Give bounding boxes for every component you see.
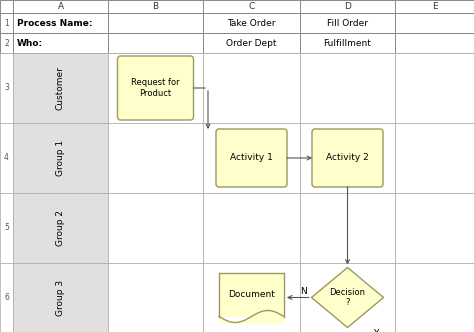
Bar: [203, 33, 300, 53]
Text: Fill Order: Fill Order: [327, 19, 368, 28]
Bar: [395, 33, 474, 53]
Text: Who:: Who:: [17, 39, 43, 47]
Bar: [0, 0, 13, 13]
Text: Document: Document: [228, 290, 275, 299]
Text: Decision
?: Decision ?: [329, 288, 365, 307]
Bar: [203, 263, 300, 332]
Bar: [13, 53, 108, 123]
Bar: [13, 13, 108, 33]
FancyBboxPatch shape: [118, 56, 193, 120]
Bar: [108, 53, 203, 123]
Bar: [395, 263, 474, 332]
Bar: [108, 263, 203, 332]
Text: Group 3: Group 3: [56, 280, 65, 315]
Text: E: E: [432, 2, 438, 11]
Bar: [108, 13, 203, 33]
Bar: [0, 33, 13, 53]
Bar: [13, 123, 108, 193]
Bar: [300, 13, 395, 33]
Text: Take Order: Take Order: [227, 19, 276, 28]
Text: Customer: Customer: [56, 66, 65, 110]
Text: Order Dept: Order Dept: [226, 39, 277, 47]
Bar: [300, 123, 395, 193]
Text: C: C: [248, 2, 255, 11]
Bar: [219, 273, 284, 316]
Text: 1: 1: [4, 19, 9, 28]
Text: 6: 6: [4, 293, 9, 302]
Bar: [300, 33, 395, 53]
Text: 5: 5: [4, 223, 9, 232]
Bar: [203, 123, 300, 193]
Text: Group 2: Group 2: [56, 210, 65, 246]
Text: Activity 2: Activity 2: [326, 153, 369, 162]
Bar: [300, 53, 395, 123]
Bar: [0, 193, 13, 263]
Bar: [300, 0, 395, 13]
Bar: [108, 193, 203, 263]
Bar: [395, 123, 474, 193]
FancyBboxPatch shape: [216, 129, 287, 187]
Bar: [203, 0, 300, 13]
Text: Request for
Product: Request for Product: [131, 78, 180, 98]
Text: Group 1: Group 1: [56, 140, 65, 176]
Bar: [13, 193, 108, 263]
Bar: [0, 263, 13, 332]
Bar: [203, 53, 300, 123]
Text: N: N: [300, 287, 307, 296]
Bar: [300, 193, 395, 263]
Bar: [13, 33, 108, 53]
Text: B: B: [153, 2, 159, 11]
Bar: [300, 263, 395, 332]
Bar: [203, 193, 300, 263]
Text: 2: 2: [4, 39, 9, 47]
Text: Y: Y: [373, 329, 378, 332]
Bar: [0, 13, 13, 33]
Bar: [395, 53, 474, 123]
Text: Process Name:: Process Name:: [17, 19, 92, 28]
Bar: [0, 53, 13, 123]
Text: 4: 4: [4, 153, 9, 162]
Bar: [0, 123, 13, 193]
Bar: [395, 13, 474, 33]
Text: A: A: [57, 2, 64, 11]
Bar: [395, 193, 474, 263]
Bar: [108, 123, 203, 193]
Bar: [108, 33, 203, 53]
Text: Activity 1: Activity 1: [230, 153, 273, 162]
Bar: [108, 0, 203, 13]
Text: 3: 3: [4, 84, 9, 93]
Bar: [203, 13, 300, 33]
Bar: [13, 263, 108, 332]
Bar: [13, 0, 108, 13]
Text: Fulfillment: Fulfillment: [324, 39, 372, 47]
Polygon shape: [311, 268, 383, 327]
Text: D: D: [344, 2, 351, 11]
Bar: [395, 0, 474, 13]
FancyBboxPatch shape: [312, 129, 383, 187]
